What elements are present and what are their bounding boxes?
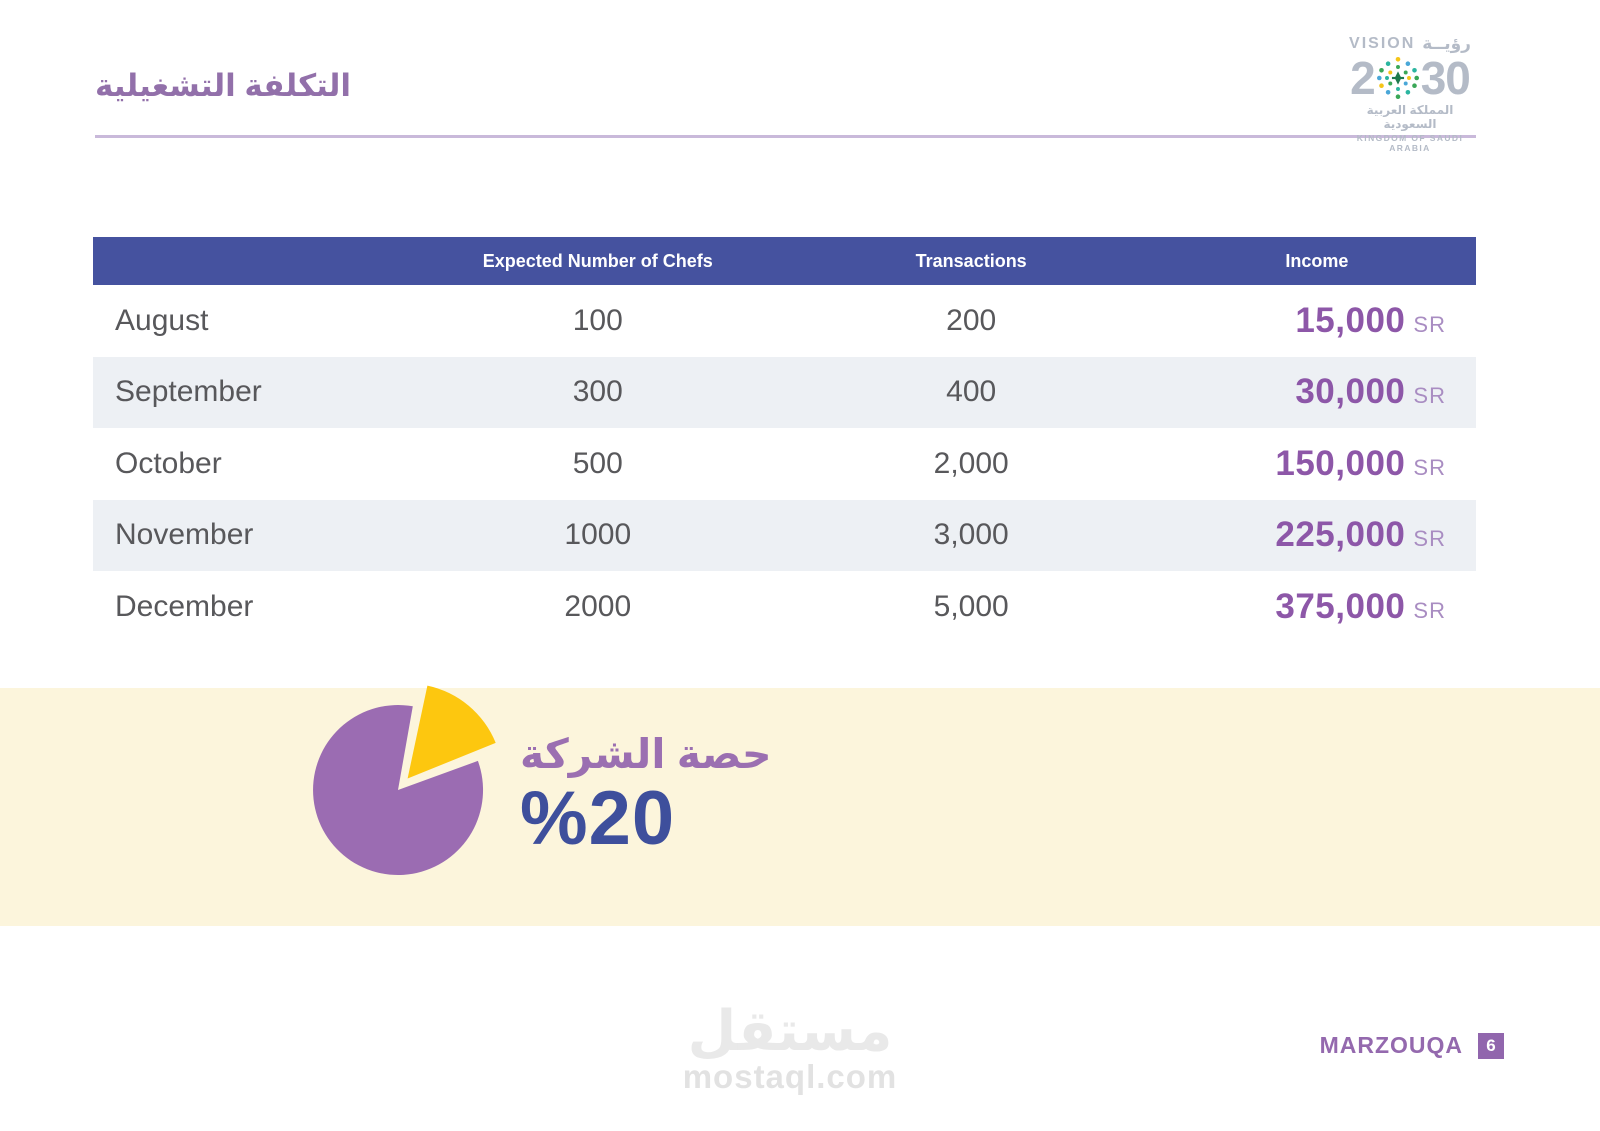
saudi-emblem-icon bbox=[1376, 56, 1419, 100]
table-row: September 300 400 30,000 SR bbox=[93, 356, 1476, 428]
income-cell: 30,000 SR bbox=[1158, 372, 1476, 412]
page-title: التكلفة التشغيلية bbox=[95, 68, 352, 103]
income-amount: 375,000 bbox=[1275, 586, 1406, 626]
mostaql-watermark: مستقل mostaql.com bbox=[640, 1000, 940, 1096]
logo-vision-line: VISION رؤيــة bbox=[1349, 34, 1471, 54]
transactions-cell: 5,000 bbox=[933, 589, 1009, 623]
logo-kingdom-ar: المملكة العربية السعودية bbox=[1366, 103, 1454, 131]
chefs-cell: 1000 bbox=[564, 518, 632, 552]
company-share-label: حصة الشركة bbox=[520, 731, 772, 777]
currency-label: SR bbox=[1413, 526, 1446, 552]
income-table: Expected Number of Chefs Transactions In… bbox=[93, 237, 1476, 643]
income-amount: 150,000 bbox=[1275, 443, 1406, 483]
chefs-cell: 300 bbox=[572, 375, 623, 409]
logo-2030: 2 bbox=[1350, 52, 1471, 104]
logo-vision-en: VISION bbox=[1349, 35, 1416, 52]
transactions-cell: 2,000 bbox=[933, 446, 1009, 480]
month-cell: August bbox=[115, 303, 209, 337]
chefs-cell: 2000 bbox=[564, 589, 632, 623]
chefs-cell: 500 bbox=[572, 446, 623, 480]
transactions-column-header: Transactions bbox=[915, 250, 1027, 271]
watermark-domain: mostaql.com bbox=[682, 1057, 898, 1095]
pie-company-share-slice bbox=[407, 685, 496, 779]
table-body: August 100 200 15,000 SR September 300 400 30,00… bbox=[93, 285, 1476, 643]
table-header-row: Expected Number of Chefs Transactions In… bbox=[93, 237, 1476, 285]
header-divider bbox=[95, 135, 1476, 138]
chefs-cell: 100 bbox=[572, 303, 623, 337]
transactions-cell: 400 bbox=[946, 375, 997, 409]
transactions-cell: 3,000 bbox=[933, 518, 1009, 552]
table-row: December 2000 5,000 375,000 SR bbox=[93, 571, 1476, 643]
currency-label: SR bbox=[1413, 383, 1446, 409]
currency-label: SR bbox=[1413, 454, 1446, 480]
income-amount: 15,000 bbox=[1295, 300, 1406, 340]
logo-digit-2: 2 bbox=[1350, 52, 1376, 104]
month-cell: September bbox=[115, 375, 262, 409]
income-cell: 15,000 SR bbox=[1158, 301, 1476, 341]
company-share-text: حصة الشركة %20 bbox=[520, 731, 772, 862]
company-share-value: %20 bbox=[520, 776, 676, 862]
logo-digit-30: 30 bbox=[1420, 52, 1471, 104]
currency-label: SR bbox=[1413, 311, 1446, 337]
income-column-header: Income bbox=[1285, 250, 1349, 271]
income-cell: 375,000 SR bbox=[1158, 587, 1476, 627]
brand-name: MARZOUQA bbox=[1319, 1032, 1463, 1058]
currency-label: SR bbox=[1413, 597, 1446, 623]
income-cell: 150,000 SR bbox=[1158, 444, 1476, 484]
logo-vision-ar: رؤيــة bbox=[1422, 34, 1471, 53]
logo-kingdom-en: KINGDOM OF SAUDI ARABIA bbox=[1356, 133, 1464, 153]
month-cell: November bbox=[115, 518, 254, 552]
income-amount: 30,000 bbox=[1295, 372, 1406, 412]
income-cell: 225,000 SR bbox=[1158, 515, 1476, 555]
page-number-badge: 6 bbox=[1478, 1032, 1504, 1059]
income-amount: 225,000 bbox=[1275, 515, 1406, 555]
table-row: October 500 2,000 150,000 SR bbox=[93, 428, 1476, 500]
month-cell: October bbox=[115, 446, 222, 480]
vision-2030-logo: VISION رؤيــة 2 bbox=[1340, 34, 1480, 153]
table-row: August 100 200 15,000 SR bbox=[93, 285, 1476, 357]
chefs-column-header: Expected Number of Chefs bbox=[482, 250, 713, 271]
watermark-arabic: مستقل bbox=[687, 999, 893, 1062]
company-share-band: حصة الشركة %20 bbox=[0, 685, 1600, 926]
company-share-pie-chart bbox=[313, 685, 496, 876]
table-row: November 1000 3,000 225,000 SR bbox=[93, 499, 1476, 571]
transactions-cell: 200 bbox=[946, 303, 997, 337]
pie-remainder-slice bbox=[313, 705, 484, 876]
month-cell: December bbox=[115, 589, 254, 623]
footer: MARZOUQA 6 bbox=[1320, 1032, 1504, 1059]
